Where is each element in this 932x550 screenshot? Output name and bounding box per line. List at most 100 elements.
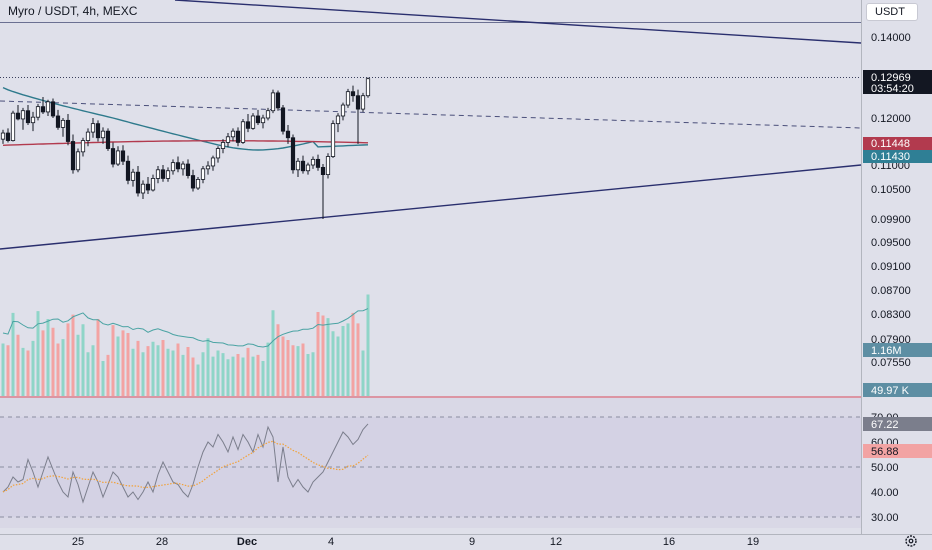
candle-body-up [45, 101, 51, 113]
volume-bar [1, 343, 5, 396]
candle-body-up [20, 110, 26, 120]
candle-body-down [315, 158, 321, 168]
trendline-lower [0, 164, 862, 250]
volume-bar [291, 345, 295, 396]
candle-body-down [5, 132, 11, 141]
candle [95, 120, 101, 142]
candle [190, 169, 196, 192]
candle-body-down [185, 163, 191, 176]
candle-body-up [305, 164, 311, 172]
volume-bar [206, 338, 210, 396]
price-tick-label: 0.09900 [871, 214, 911, 226]
candle-body-up [10, 112, 16, 141]
volume-bar [356, 323, 360, 396]
candle [270, 89, 276, 114]
candle-body-up [335, 115, 341, 125]
candle-body-down [280, 107, 286, 132]
rsi-ma-badge: 56.88 [871, 446, 899, 458]
candle-body-up [200, 168, 206, 180]
candle [300, 155, 306, 174]
volume-bar [16, 334, 20, 396]
rsi-badge: 67.22 [871, 419, 899, 431]
price-tick-label: 0.14000 [871, 32, 911, 44]
candle-body-up [150, 178, 156, 191]
volume-bar [51, 327, 55, 396]
candle-body-up [365, 78, 371, 97]
candle [315, 154, 321, 171]
volume-bar [46, 319, 50, 396]
candle [70, 134, 76, 174]
candle-body-down [110, 148, 116, 165]
volume-bar [86, 352, 90, 396]
candle-body-up [75, 151, 81, 171]
volume-bar [261, 361, 265, 396]
volume-bar [186, 347, 190, 396]
candle-body-up [360, 95, 366, 110]
candle-body-up [310, 158, 316, 166]
candle-body-down [245, 121, 251, 129]
candle [140, 180, 146, 199]
candle [305, 162, 311, 175]
volume-bar [341, 326, 345, 396]
volume-bar [361, 350, 365, 396]
candle [225, 133, 231, 148]
volume-ma-badge-bg [863, 383, 932, 397]
volume-bar [201, 352, 205, 396]
candle-body-up [60, 119, 66, 128]
candle-body-down [300, 160, 306, 172]
candle [175, 156, 181, 173]
rsi-band [0, 417, 861, 517]
candle-body-down [15, 112, 21, 120]
candle [30, 111, 36, 132]
time-tick-label: Dec [237, 536, 257, 548]
candle [260, 114, 266, 129]
candle-body-down [320, 166, 326, 175]
candle-body-up [0, 132, 6, 140]
volume-bar [91, 345, 95, 396]
candle [60, 118, 66, 137]
candle [25, 105, 31, 126]
candle [320, 164, 326, 219]
currency-button[interactable]: USDT [866, 3, 918, 21]
candle [240, 118, 246, 144]
candle-body-down [190, 175, 196, 189]
volume-bar [171, 350, 175, 396]
volume-bar [281, 336, 285, 396]
candle [325, 153, 331, 179]
candle [195, 177, 201, 190]
candle [345, 88, 351, 108]
volume-bar [6, 345, 10, 396]
volume-bar [236, 354, 240, 396]
rsi-ma-badge-bg [863, 444, 932, 458]
candle-body-up [260, 117, 266, 124]
candle [245, 113, 251, 133]
candle-body-down [355, 95, 361, 110]
volume-bar [161, 340, 165, 396]
candle [35, 103, 41, 121]
candle [165, 167, 171, 182]
candle [75, 148, 81, 173]
rsi-ma-line [2, 440, 369, 493]
volume-bar [81, 324, 85, 396]
candle [185, 159, 191, 179]
volume-ma-line [2, 308, 369, 348]
time-tick-label: 19 [747, 536, 759, 548]
price-tick-label: 0.12000 [871, 113, 911, 125]
candle-body-down [95, 123, 101, 139]
volume-bar [346, 323, 350, 396]
candle [80, 137, 86, 157]
volume-bar [36, 311, 40, 396]
candle [110, 142, 116, 168]
ma-fast-line [2, 86, 369, 151]
volume-bar [31, 340, 35, 396]
candle [115, 146, 121, 166]
candle-body-up [85, 131, 91, 141]
candle [150, 174, 156, 192]
price-tick-label: 0.10500 [871, 184, 911, 196]
candle-body-up [230, 130, 236, 138]
candle [285, 125, 291, 144]
candle-body-up [240, 121, 246, 143]
settings-gear-icon[interactable] [905, 535, 917, 547]
volume-bar [231, 356, 235, 396]
